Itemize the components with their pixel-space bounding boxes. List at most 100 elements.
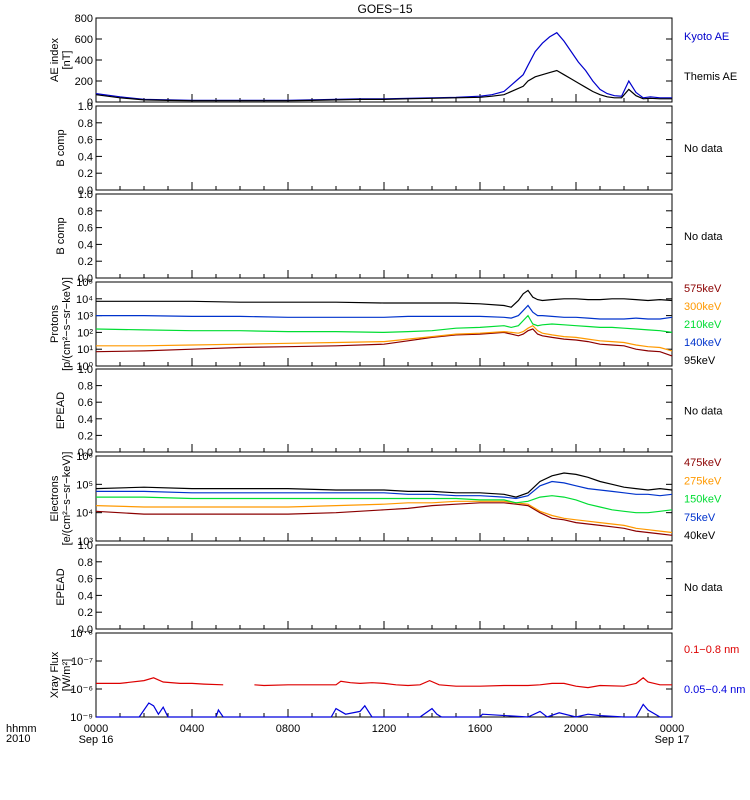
no-data-note: No data bbox=[684, 582, 723, 594]
panel-b2: 1.0 0.8 0.6 0.4 0.2 0.0 B comp No data bbox=[55, 189, 723, 285]
y-tick-label: 10⁻⁹ bbox=[70, 712, 93, 724]
no-data-note: No data bbox=[684, 231, 723, 243]
y-tick-label: 0.2 bbox=[78, 430, 93, 442]
y-axis-label: Xray Flux bbox=[49, 651, 61, 698]
series-line-kyoto-ae bbox=[95, 31, 672, 101]
panel-frame bbox=[95, 193, 673, 279]
no-data-note: No data bbox=[684, 143, 723, 155]
legend-label: 95keV bbox=[684, 355, 716, 367]
y-tick-label: 10⁻⁷ bbox=[71, 656, 93, 668]
legend-label: 150keV bbox=[684, 494, 722, 506]
y-tick-label: 0.4 bbox=[78, 590, 93, 602]
y-tick-label: 400 bbox=[75, 55, 93, 67]
legend-label: 475keV bbox=[684, 457, 722, 469]
y-tick-label: 0.0 bbox=[78, 185, 93, 197]
panel-epead2: 1.0 0.8 0.6 0.4 0.2 0.0 EPEAD No data bbox=[55, 540, 723, 636]
y-axis-label: EPEAD bbox=[55, 568, 67, 605]
series-line-75kev bbox=[96, 480, 673, 500]
panel-b1: 1.0 0.8 0.6 0.4 0.2 0.0 B comp No data bbox=[55, 101, 723, 197]
panel-frame bbox=[95, 281, 673, 367]
legend-label: Themis AE bbox=[684, 71, 737, 83]
x-tick-label: 1600 bbox=[468, 723, 492, 735]
figure-title: GOES−15 bbox=[357, 2, 412, 16]
x-tick-label: 0000 bbox=[660, 723, 684, 735]
legend-label: 40keV bbox=[684, 530, 716, 542]
legend-label: 140keV bbox=[684, 337, 722, 349]
y-tick-label: 800 bbox=[75, 13, 93, 25]
x-tick-label: 1200 bbox=[372, 723, 396, 735]
legend-label: 300keV bbox=[684, 301, 722, 313]
y-axis-label: AE index bbox=[49, 37, 61, 82]
y-tick-label: 1.0 bbox=[78, 540, 93, 552]
y-axis-label: B comp bbox=[55, 129, 67, 166]
y-tick-label: 10⁻⁸ bbox=[70, 628, 93, 640]
y-tick-label: 0.6 bbox=[78, 574, 93, 586]
series-line-0-1-0-8-nm bbox=[96, 677, 672, 689]
legend-label: 210keV bbox=[684, 319, 722, 331]
legend-label: 0.1−0.8 nm bbox=[684, 644, 739, 656]
legend-label: Kyoto AE bbox=[684, 31, 729, 43]
y-tick-label: 200 bbox=[75, 76, 93, 88]
y-tick-label: 10⁴ bbox=[76, 294, 93, 306]
y-tick-label: 10⁰ bbox=[76, 361, 93, 373]
y-tick-label: 10⁻⁶ bbox=[70, 684, 93, 696]
y-tick-label: 10¹ bbox=[77, 344, 93, 356]
x-tick-label: 0400 bbox=[180, 723, 204, 735]
legend-label: 75keV bbox=[684, 512, 716, 524]
time-axis: hhmm 2010 bbox=[6, 723, 37, 745]
series-line-140kev bbox=[96, 304, 673, 320]
series-line-300kev bbox=[96, 324, 673, 352]
legend-label: 0.05−0.4 nm bbox=[684, 684, 745, 696]
y-tick-label: 600 bbox=[75, 34, 93, 46]
series-line-40kev bbox=[95, 472, 673, 498]
panel-epead1: 1.0 0.8 0.6 0.4 0.2 0.0 EPEAD No data bbox=[55, 364, 723, 459]
y-tick-label: 10³ bbox=[77, 536, 93, 548]
series-line-275kev bbox=[95, 500, 673, 534]
y-tick-label: 0.2 bbox=[78, 256, 93, 268]
y-tick-label: 0.8 bbox=[78, 118, 93, 130]
panel-frame bbox=[95, 632, 673, 718]
y-tick-label: 0 bbox=[87, 97, 93, 109]
y-tick-label: 1.0 bbox=[78, 189, 93, 201]
time-axis-hhmm-label: hhmm bbox=[6, 723, 37, 735]
y-axis-label: Electrons bbox=[49, 475, 61, 521]
x-tick-label: 0800 bbox=[276, 723, 300, 735]
y-axis-label: Protons bbox=[49, 305, 61, 343]
y-tick-label: 10⁵ bbox=[76, 277, 93, 289]
legend-label: 275keV bbox=[684, 475, 722, 487]
y-axis-label: EPEAD bbox=[55, 392, 67, 429]
y-tick-label: 0.8 bbox=[78, 557, 93, 569]
y-tick-label: 10⁵ bbox=[76, 479, 93, 491]
y-tick-label: 0.4 bbox=[78, 239, 93, 251]
x-date-label: Sep 17 bbox=[655, 734, 690, 746]
y-tick-label: 0.8 bbox=[78, 206, 93, 218]
y-tick-label: 1.0 bbox=[78, 364, 93, 376]
y-axis-label: [W/m²] bbox=[61, 659, 73, 691]
y-tick-label: 0.4 bbox=[78, 414, 93, 426]
y-tick-label: 0.0 bbox=[78, 273, 93, 285]
x-tick-label: 2000 bbox=[564, 723, 588, 735]
panel-frame bbox=[95, 17, 673, 103]
y-tick-label: 10⁴ bbox=[76, 508, 93, 520]
panel-ae: 800 600 400 200 0 AE index [nT] Kyoto AE Themis … bbox=[49, 13, 737, 109]
y-tick-label: 0.4 bbox=[78, 151, 93, 163]
y-axis-label: [nT] bbox=[61, 51, 73, 70]
series-line-475kev bbox=[95, 502, 673, 536]
series-line-150kev bbox=[96, 495, 673, 514]
panel-protons: 10⁵ 10⁴ 10³ 10² 10¹ 10⁰ Protons [p/(cm²−s−sr−ke… bbox=[49, 277, 722, 373]
y-tick-label: 10² bbox=[77, 327, 93, 339]
panel-xray: 10⁻⁸ 10⁻⁷ 10⁻⁶ 10⁻⁹ Xray Flux [W/m²] 0.1−0.8 n… bbox=[49, 628, 745, 746]
series-line-themis-ae bbox=[95, 69, 672, 102]
x-date-label: Sep 16 bbox=[79, 734, 114, 746]
series-line-575kev bbox=[95, 328, 673, 357]
x-tick-label: 0000 bbox=[84, 723, 108, 735]
y-tick-label: 0.8 bbox=[78, 381, 93, 393]
series-line-95kev bbox=[96, 289, 673, 308]
series-line-0-05-0-4-nm bbox=[96, 702, 672, 718]
y-tick-label: 0.2 bbox=[78, 607, 93, 619]
y-tick-label: 10³ bbox=[77, 311, 93, 323]
no-data-note: No data bbox=[684, 406, 723, 418]
y-tick-label: 0.2 bbox=[78, 168, 93, 180]
